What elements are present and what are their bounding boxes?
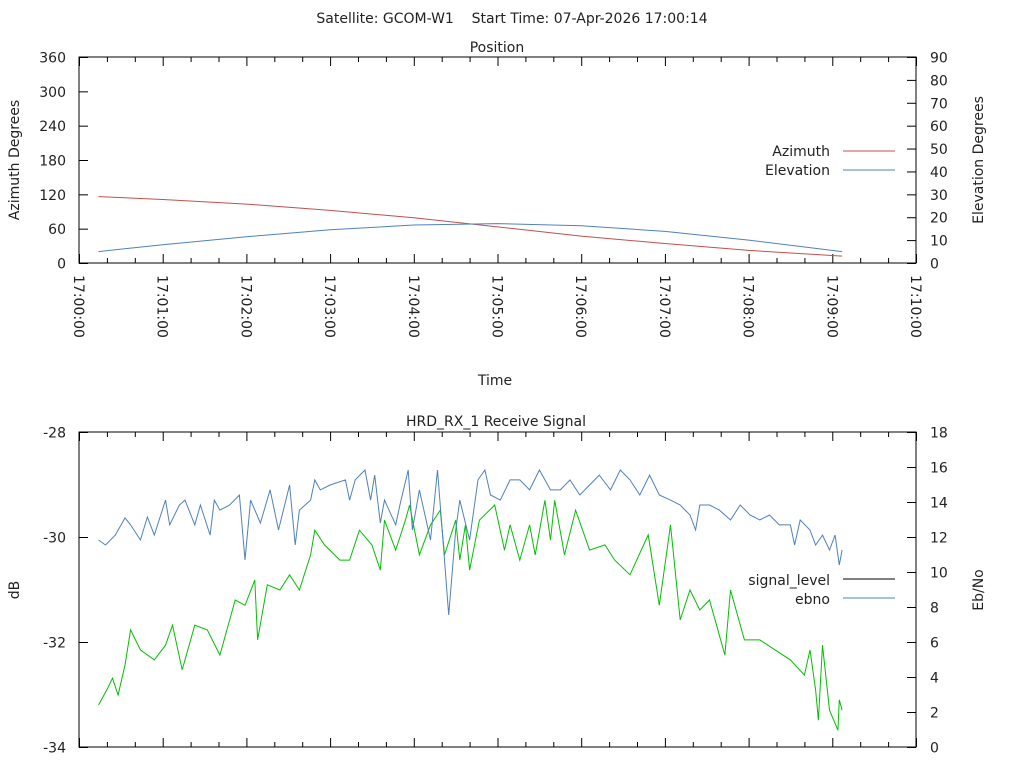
y-tick-label: 120 <box>39 188 66 204</box>
x-tick-label: 17:10:00 <box>907 275 923 338</box>
y2-tick-label: 0 <box>930 741 939 757</box>
ebno-axis-label: Eb/No <box>971 569 987 611</box>
series-line-ebno <box>98 468 843 616</box>
y2-tick-label: 6 <box>930 636 939 652</box>
position-plot-title: Position <box>470 40 525 56</box>
y-tick-label: 0 <box>57 257 66 273</box>
figure-title: Satellite: GCOM-W1 Start Time: 07-Apr-20… <box>316 11 707 27</box>
x-tick-label: 17:08:00 <box>740 275 756 338</box>
y2-tick-label: 18 <box>930 426 948 442</box>
x-tick-label: 17:01:00 <box>154 275 170 338</box>
x-tick-label: 17:04:00 <box>405 275 421 338</box>
series-line-signal-level <box>98 500 843 731</box>
y-tick-label: 300 <box>39 85 66 101</box>
y2-tick-label: 10 <box>930 566 948 582</box>
y2-tick-label: 70 <box>930 96 948 112</box>
legend-azimuth-label: Azimuth <box>772 144 830 160</box>
elevation-axis-label: Elevation Degrees <box>971 96 987 224</box>
db-axis-label: dB <box>7 581 23 600</box>
y2-tick-label: 50 <box>930 142 948 158</box>
x-tick-label: 17:06:00 <box>572 275 588 338</box>
signal-plot-title: HRD_RX_1 Receive Signal <box>406 414 586 430</box>
y-tick-label: -32 <box>43 636 66 652</box>
x-tick-label: 17:05:00 <box>489 275 505 338</box>
y2-tick-label: 80 <box>930 73 948 89</box>
legend-elevation-label: Elevation <box>765 163 830 179</box>
series-line-azimuth <box>98 196 843 257</box>
y2-tick-label: 4 <box>930 671 939 687</box>
legend-ebno-label: ebno <box>795 592 830 608</box>
y-tick-label: 360 <box>39 51 66 67</box>
y-tick-label: 60 <box>48 222 66 238</box>
y2-tick-label: 12 <box>930 531 948 547</box>
y2-tick-label: 30 <box>930 188 948 204</box>
y2-tick-label: 10 <box>930 234 948 250</box>
y-tick-label: 240 <box>39 119 66 135</box>
x-tick-label: 17:00:00 <box>70 275 86 338</box>
y-tick-label: 180 <box>39 154 66 170</box>
y2-tick-label: 2 <box>930 706 939 722</box>
y2-tick-label: 0 <box>930 257 939 273</box>
y2-tick-label: 60 <box>930 119 948 135</box>
y2-tick-label: 40 <box>930 165 948 181</box>
position-plot: Position Azimuth Degrees Elevation Degre… <box>7 40 987 389</box>
y-tick-label: -28 <box>43 426 66 442</box>
x-tick-label: 17:09:00 <box>823 275 839 338</box>
y-tick-label: -30 <box>43 531 66 547</box>
y2-tick-label: 16 <box>930 461 948 477</box>
series-line-elevation <box>98 223 843 253</box>
y2-tick-label: 90 <box>930 51 948 67</box>
y2-tick-label: 14 <box>930 496 948 512</box>
x-tick-label: 17:07:00 <box>656 275 672 338</box>
y2-tick-label: 8 <box>930 601 939 617</box>
azimuth-axis-label: Azimuth Degrees <box>7 100 23 220</box>
x-tick-label: 17:03:00 <box>321 275 337 338</box>
y2-tick-label: 20 <box>930 211 948 227</box>
plot-frame <box>78 56 917 264</box>
y-tick-label: -34 <box>43 741 66 757</box>
plot-frame <box>78 431 917 748</box>
legend-signal-level-label: signal_level <box>748 573 830 589</box>
time-axis-label: Time <box>477 373 512 389</box>
signal-plot: HRD_RX_1 Receive Signal dB Eb/No signal_… <box>7 414 987 757</box>
x-tick-label: 17:02:00 <box>237 275 253 338</box>
